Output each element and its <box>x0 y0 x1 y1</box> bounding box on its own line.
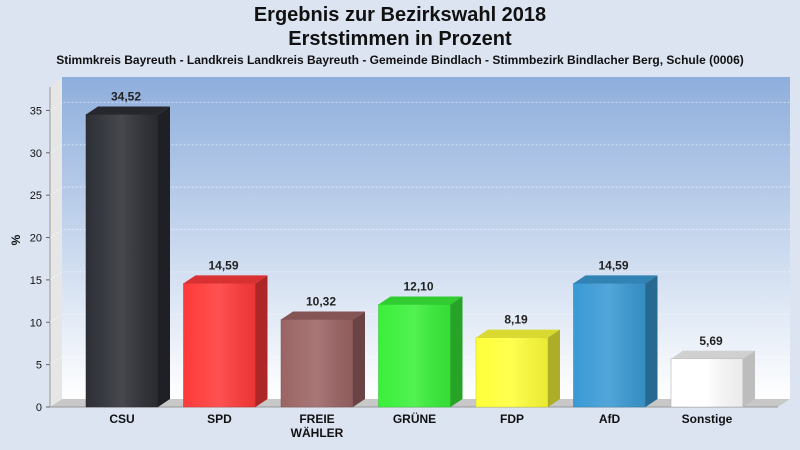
grid-line <box>49 186 790 196</box>
y-tick-label: 0 <box>36 402 42 414</box>
bar-shine <box>476 337 548 407</box>
x-tick-label: FDP <box>500 412 524 426</box>
grid-line <box>49 144 790 154</box>
plot-left-wall <box>50 77 62 407</box>
bar-shine <box>183 283 256 407</box>
bar-afd <box>573 275 658 408</box>
bar-top <box>476 329 560 338</box>
bar-side <box>353 311 365 407</box>
grid-line <box>49 313 790 323</box>
grid-line <box>49 101 790 111</box>
bar-spd <box>183 275 268 408</box>
y-tick-label: 5 <box>36 360 42 372</box>
bar-sonstige <box>670 350 755 408</box>
bar-shine <box>281 319 353 407</box>
y-tick-label: 15 <box>30 275 42 287</box>
x-tick-label: CSU <box>109 412 134 426</box>
value-label: 12,10 <box>403 279 433 293</box>
value-label: 5,69 <box>699 334 723 348</box>
bar-side <box>450 296 463 407</box>
bar-grüne <box>378 296 463 408</box>
bar-top <box>183 275 268 284</box>
bar-side <box>548 329 560 407</box>
x-tick-label: FREIE <box>299 412 334 426</box>
bar-freie-wähler <box>280 311 365 408</box>
bar-shine <box>378 304 451 407</box>
bar-top <box>378 296 463 305</box>
x-tick-label: Sonstige <box>682 412 733 426</box>
bar-shine <box>573 283 646 407</box>
bar-top <box>86 106 170 115</box>
bar-side <box>645 275 658 407</box>
bar-csu <box>85 106 170 408</box>
value-label: 14,59 <box>208 258 238 272</box>
y-tick-label: 35 <box>30 105 42 117</box>
x-tick-label: GRÜNE <box>393 411 436 426</box>
x-tick-label: AfD <box>599 412 621 426</box>
grid-line <box>49 356 790 366</box>
value-label: 34,52 <box>111 89 141 103</box>
bar-fdp <box>475 329 560 408</box>
y-tick-label: 20 <box>30 233 42 245</box>
value-label: 8,19 <box>504 313 528 327</box>
bar-top <box>671 350 755 359</box>
bar-shine <box>671 358 743 407</box>
grid-line <box>49 229 790 238</box>
chart-title-line-2: Erststimmen in Prozent <box>288 28 512 50</box>
chart-title: Ergebnis zur Bezirkswahl 2018 <box>253 4 547 26</box>
bar-side <box>255 275 268 407</box>
bar-top <box>573 275 658 284</box>
x-tick-label: WÄHLER <box>291 425 344 440</box>
bar-side <box>743 350 755 407</box>
y-axis-label: % <box>9 234 23 245</box>
bar-shine <box>86 114 158 408</box>
value-label: 10,32 <box>306 295 336 309</box>
y-tick-label: 30 <box>30 148 42 160</box>
x-tick-label: SPD <box>207 412 232 426</box>
grid-line <box>49 271 790 281</box>
bar-top <box>281 311 365 320</box>
y-tick-label: 25 <box>30 190 42 202</box>
value-label: 14,59 <box>598 258 628 272</box>
chart-subtitle: Stimmkreis Bayreuth - Landkreis Landkrei… <box>56 53 744 67</box>
y-tick-label: 10 <box>30 317 42 329</box>
bar-side <box>158 106 170 408</box>
